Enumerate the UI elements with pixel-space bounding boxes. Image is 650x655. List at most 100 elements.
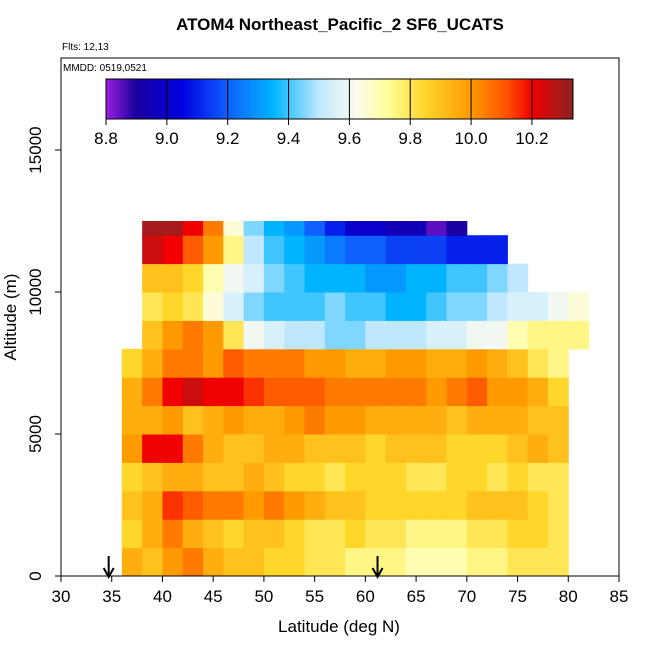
heatmap-cell: [182, 547, 204, 577]
heatmap-cell: [243, 348, 265, 378]
heatmap-cell: [405, 348, 427, 378]
heatmap-cell: [507, 348, 529, 378]
heatmap-cell: [345, 263, 366, 293]
heatmap-cell: [324, 547, 346, 577]
heatmap-cell: [385, 377, 407, 407]
heatmap-cell: [527, 434, 549, 463]
heatmap-cell: [243, 490, 265, 520]
heatmap-cell: [304, 405, 326, 435]
heatmap-cell: [263, 519, 285, 549]
heatmap-cell: [365, 221, 387, 236]
heatmap-cell: [284, 519, 305, 549]
heatmap-cell: [243, 235, 265, 265]
heatmap-cell: [142, 434, 163, 463]
heatmap-cell: [466, 519, 488, 549]
heatmap-cell: [405, 434, 427, 463]
heatmap-cell: [405, 320, 427, 350]
x-tick-label: 60: [356, 587, 375, 606]
heatmap-cell: [182, 292, 204, 321]
heatmap-cell: [365, 320, 387, 350]
arrow-head: [371, 567, 384, 580]
heatmap-cell: [487, 263, 508, 293]
heatmap-cell: [547, 348, 569, 378]
heatmap-cell: [203, 221, 224, 236]
heatmap-cell: [223, 348, 245, 378]
annotation: MMDD: 0519,0521: [63, 63, 147, 74]
heatmap-cell: [324, 377, 346, 407]
heatmap-cell: [446, 519, 468, 549]
heatmap-cell: [223, 221, 245, 236]
heatmap-cell: [223, 462, 245, 492]
heatmap-cell: [304, 235, 326, 265]
heatmap-cell: [405, 263, 427, 293]
heatmap-cell: [142, 263, 163, 293]
heatmap-cell: [324, 221, 346, 236]
heatmap-cell: [446, 263, 468, 293]
heatmap-cell: [142, 348, 163, 378]
heatmap-cell: [405, 547, 427, 577]
x-tick-label: 50: [254, 587, 273, 606]
heatmap-cell: [547, 405, 569, 435]
heatmap-cell: [527, 490, 549, 520]
heatmap-cell: [446, 490, 468, 520]
heatmap-cell: [385, 320, 407, 350]
heatmap-cell: [507, 519, 529, 549]
heatmap-cell: [487, 292, 508, 321]
heatmap-cell: [426, 292, 448, 321]
x-tick-label: 70: [457, 587, 476, 606]
heatmap-cell: [365, 235, 387, 265]
heatmap-cell: [162, 462, 184, 492]
heatmap-cell: [324, 348, 346, 378]
heatmap-cell: [304, 434, 326, 463]
heatmap-cell: [243, 377, 265, 407]
heatmap-cell: [304, 490, 326, 520]
heatmap-cell: [223, 547, 245, 577]
heatmap-cell: [446, 292, 468, 321]
heatmap-cell: [466, 377, 488, 407]
heatmap-cell: [426, 377, 448, 407]
heatmap-cell: [263, 377, 285, 407]
arrow-head: [102, 567, 115, 580]
heatmap-cell: [162, 405, 184, 435]
heatmap-cell: [223, 519, 245, 549]
heatmap-cell: [324, 235, 346, 265]
colorbar-tick-label: 9.8: [398, 129, 422, 148]
heatmap-cell: [547, 320, 569, 350]
heatmap-cell: [507, 462, 529, 492]
heatmap-cell: [324, 519, 346, 549]
plot-frame: [60, 57, 620, 577]
heatmap-cell: [324, 263, 346, 293]
heatmap-cell: [385, 235, 407, 265]
heatmap-cell: [405, 519, 427, 549]
heatmap-cell: [527, 292, 549, 321]
heatmap-cell: [385, 490, 407, 520]
colorbar-tick-label: 10.0: [455, 129, 488, 148]
heatmap-cell: [426, 320, 448, 350]
heatmap-cell: [284, 320, 305, 350]
heatmap-cell: [547, 462, 569, 492]
heatmap-cell: [345, 405, 366, 435]
heatmap-cell: [426, 547, 448, 577]
heatmap-cell: [345, 292, 366, 321]
heatmap-cell: [385, 263, 407, 293]
heatmap-cell: [162, 547, 184, 577]
heatmap-cell: [304, 462, 326, 492]
heatmap-cell: [284, 462, 305, 492]
heatmap-cell: [243, 519, 265, 549]
x-tick-label: 40: [153, 587, 172, 606]
heatmap-cell: [121, 434, 143, 463]
heatmap-cell: [426, 490, 448, 520]
arrow: [371, 556, 384, 580]
heatmap-cell: [263, 235, 285, 265]
heatmap-cell: [466, 292, 488, 321]
heatmap-cell: [142, 235, 163, 265]
heatmap-cell: [162, 490, 184, 520]
heatmap-cell: [324, 292, 346, 321]
heatmap-cell: [446, 221, 468, 236]
heatmap-cell: [487, 490, 508, 520]
heatmap-cell: [487, 547, 508, 577]
heatmap-cell: [466, 320, 488, 350]
heatmap-cell: [405, 462, 427, 492]
heatmap-cell: [243, 547, 265, 577]
